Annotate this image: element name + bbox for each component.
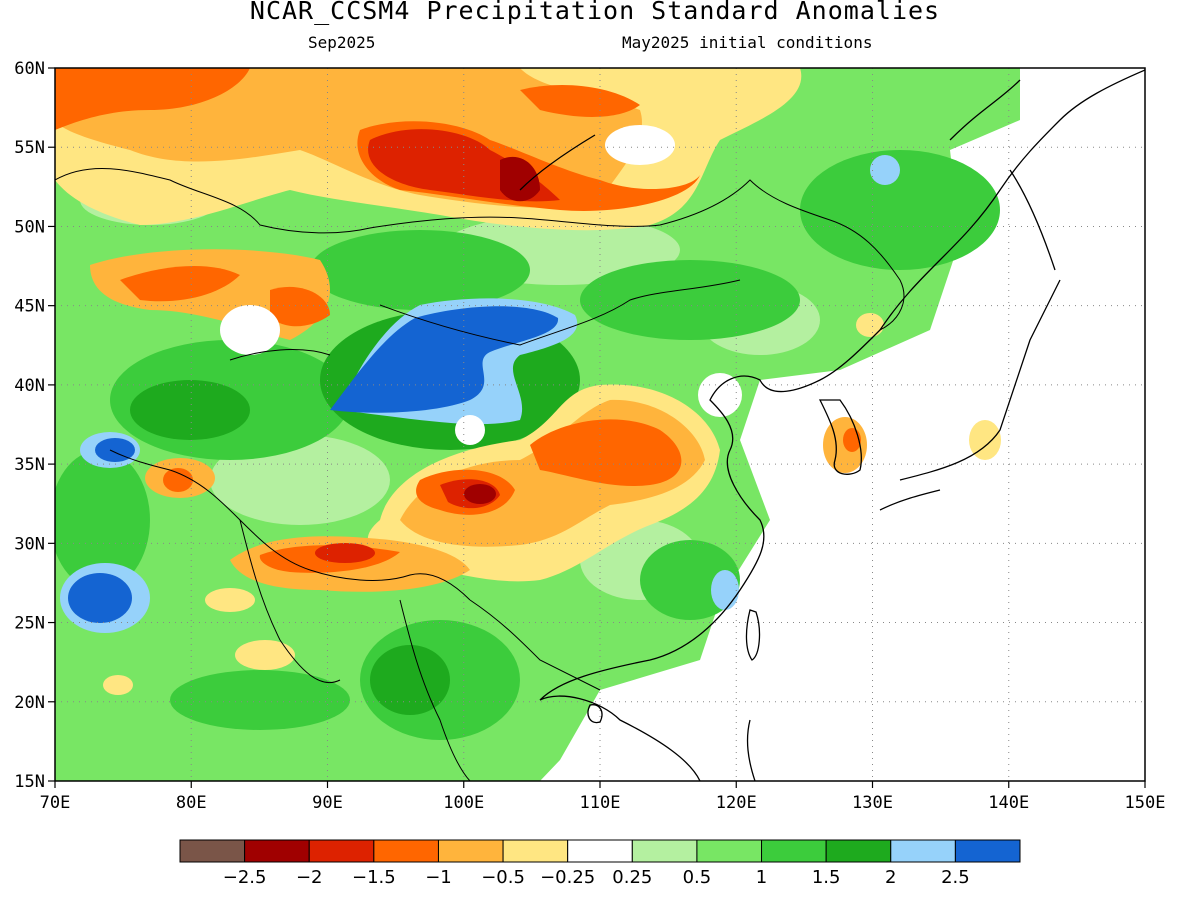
initial-conditions: May2025 initial conditions bbox=[622, 33, 873, 52]
color-bar-box bbox=[437, 839, 504, 863]
color-bar-label: −1 bbox=[425, 867, 452, 888]
lat-tick-label: 50N bbox=[14, 217, 45, 237]
lat-tick-label: 60N bbox=[14, 59, 45, 79]
color-bar-label: −0.25 bbox=[540, 867, 595, 888]
color-bar-box bbox=[244, 839, 310, 863]
lon-tick-label: 150E bbox=[1125, 793, 1166, 813]
color-bar-label: 1.5 bbox=[812, 867, 841, 888]
lat-tick-label: 35N bbox=[14, 455, 45, 475]
lat-tick-label: 40N bbox=[14, 376, 45, 396]
borders bbox=[55, 167, 905, 781]
forecast-month: Sep2025 bbox=[308, 33, 376, 52]
lon-tick-label: 90E bbox=[312, 793, 343, 813]
coastlines bbox=[519, 69, 1145, 781]
color-bar-label: 0.5 bbox=[683, 867, 712, 888]
color-bar-labels: −2.5 −2 −1.5 −1 −0.5 −0.25 0.25 0.5 1 1.5 2 2.5 bbox=[223, 867, 970, 888]
longitude-axis: 70E 80E 90E 100E 110E 120E 130E 140E 150E bbox=[40, 781, 1166, 813]
lon-tick-label: 100E bbox=[443, 793, 484, 813]
color-bar-label: 1 bbox=[756, 867, 767, 888]
color-bar-label: 2.5 bbox=[941, 867, 970, 888]
color-bar-box bbox=[502, 839, 569, 863]
lon-tick-label: 70E bbox=[40, 793, 71, 813]
lon-tick-label: 140E bbox=[988, 793, 1029, 813]
color-bar-box bbox=[179, 839, 246, 863]
color-bar-label: −1.5 bbox=[352, 867, 396, 888]
color-bar-box bbox=[373, 839, 439, 863]
color-bar-label: 0.25 bbox=[612, 867, 652, 888]
lat-tick-label: 30N bbox=[14, 534, 45, 554]
color-bar-box bbox=[567, 839, 633, 863]
lat-tick-label: 45N bbox=[14, 297, 45, 317]
color-bar-box bbox=[761, 839, 827, 863]
color-bar-box bbox=[890, 839, 956, 863]
lon-tick-label: 110E bbox=[580, 793, 621, 813]
lon-tick-label: 80E bbox=[176, 793, 207, 813]
lat-tick-label: 55N bbox=[14, 138, 45, 158]
color-bar-label: −2 bbox=[296, 867, 323, 888]
color-bar-box bbox=[308, 839, 375, 863]
color-bar-box bbox=[825, 839, 892, 863]
lon-tick-label: 120E bbox=[716, 793, 757, 813]
color-bar-label: −2.5 bbox=[223, 867, 267, 888]
gridlines bbox=[55, 68, 1145, 781]
lon-tick-label: 130E bbox=[852, 793, 893, 813]
chart-title: NCAR_CCSM4 Precipitation Standard Anomal… bbox=[249, 0, 941, 25]
color-bar-box bbox=[631, 839, 698, 863]
color-bar-label: 2 bbox=[885, 867, 896, 888]
color-bar-box bbox=[696, 839, 763, 863]
color-bar-label: −0.5 bbox=[481, 867, 525, 888]
color-bar bbox=[179, 839, 1021, 863]
lat-tick-label: 15N bbox=[14, 772, 45, 792]
anomaly-field bbox=[55, 68, 1145, 781]
lat-tick-label: 25N bbox=[14, 614, 45, 634]
latitude-axis: 15N 20N 25N 30N 35N 40N 45N 50N 55N 60N bbox=[14, 59, 55, 792]
color-bar-box bbox=[954, 839, 1021, 863]
lat-tick-label: 20N bbox=[14, 693, 45, 713]
